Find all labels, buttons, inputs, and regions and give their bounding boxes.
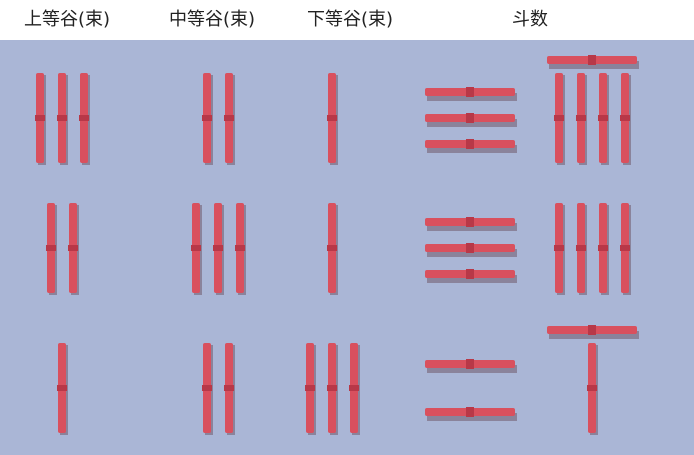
rod-node bbox=[620, 245, 630, 251]
rod-node bbox=[466, 87, 474, 97]
rod-node bbox=[588, 325, 596, 335]
rod-number bbox=[46, 203, 79, 295]
rod-node bbox=[576, 115, 586, 121]
rod-node bbox=[35, 115, 45, 121]
rod-node bbox=[213, 245, 223, 251]
rod-node bbox=[191, 245, 201, 251]
rod-node bbox=[598, 115, 608, 121]
rod-node bbox=[224, 385, 234, 391]
rod-node bbox=[466, 359, 474, 369]
rod-node bbox=[305, 385, 315, 391]
rod-number bbox=[327, 73, 338, 165]
rod-number bbox=[202, 73, 235, 165]
rod-node bbox=[224, 115, 234, 121]
rod-node bbox=[598, 245, 608, 251]
rod-node bbox=[588, 55, 596, 65]
rod-node bbox=[620, 115, 630, 121]
rod-node bbox=[466, 217, 474, 227]
rod-node bbox=[349, 385, 359, 391]
rod-node bbox=[327, 245, 337, 251]
rod-number bbox=[327, 203, 338, 295]
rod-node bbox=[466, 139, 474, 149]
rod-number bbox=[202, 343, 235, 435]
rod-node bbox=[57, 385, 67, 391]
rod-node bbox=[202, 385, 212, 391]
rod-node bbox=[68, 245, 78, 251]
rod-number bbox=[425, 203, 631, 295]
rod-node bbox=[327, 385, 337, 391]
rod-number bbox=[35, 73, 90, 165]
rod-node bbox=[554, 245, 564, 251]
rod-node bbox=[587, 385, 597, 391]
header: 斗数 bbox=[512, 9, 548, 30]
rod-number bbox=[191, 203, 246, 295]
rod-node bbox=[466, 243, 474, 253]
rod-node bbox=[57, 115, 67, 121]
rod-node bbox=[327, 115, 337, 121]
rod-node bbox=[466, 269, 474, 279]
header: 上等谷(束) bbox=[24, 9, 110, 30]
rod-node bbox=[576, 245, 586, 251]
rod-node bbox=[466, 407, 474, 417]
header: 下等谷(束) bbox=[307, 9, 393, 30]
rod-number bbox=[425, 325, 639, 435]
rod-node bbox=[235, 245, 245, 251]
header-strip bbox=[0, 0, 694, 40]
rod-node bbox=[466, 113, 474, 123]
rod-node bbox=[79, 115, 89, 121]
rod-node bbox=[202, 115, 212, 121]
rod-number bbox=[305, 343, 360, 435]
rod-number bbox=[57, 343, 68, 435]
rod-node bbox=[554, 115, 564, 121]
header: 中等谷(束) bbox=[169, 9, 255, 30]
rod-number bbox=[425, 55, 639, 165]
rod-node bbox=[46, 245, 56, 251]
